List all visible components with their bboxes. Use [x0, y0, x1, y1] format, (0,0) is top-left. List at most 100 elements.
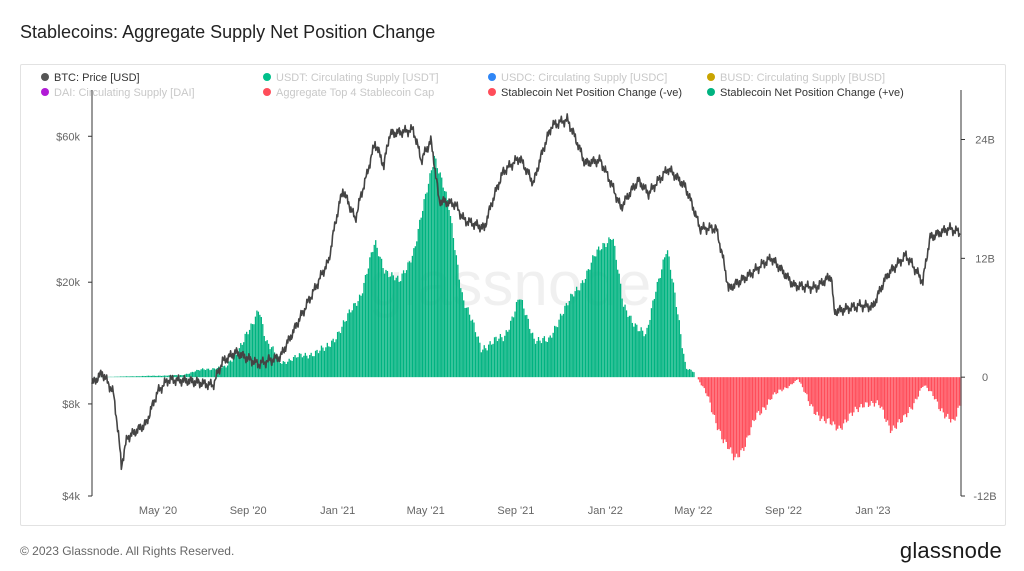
- histogram-bar: [658, 278, 660, 378]
- histogram-bar: [882, 377, 884, 410]
- legend-item[interactable]: USDC: Circulating Supply [USDC]: [488, 72, 667, 84]
- histogram-bar: [457, 264, 459, 378]
- histogram-bar: [618, 273, 620, 378]
- histogram-bar: [818, 377, 820, 416]
- histogram-bar: [913, 377, 915, 404]
- histogram-bar: [888, 377, 890, 426]
- histogram-bar: [753, 377, 755, 422]
- legend-marker: [488, 73, 496, 81]
- histogram-bar: [420, 217, 422, 378]
- histogram-bar: [232, 358, 235, 378]
- legend-label: USDT: Circulating Supply [USDT]: [276, 72, 439, 84]
- histogram-bar: [150, 375, 152, 378]
- histogram-bar: [410, 262, 412, 378]
- histogram-bar: [455, 255, 458, 378]
- histogram-bar: [955, 377, 958, 417]
- histogram-bar: [523, 308, 525, 378]
- legend-item[interactable]: BUSD: Circulating Supply [BUSD]: [707, 72, 885, 84]
- histogram-bar: [730, 377, 732, 448]
- histogram-bar: [938, 377, 940, 410]
- histogram-bar: [925, 377, 927, 386]
- histogram-bar: [317, 353, 320, 378]
- legend-item[interactable]: Stablecoin Net Position Change (-ve): [488, 87, 682, 99]
- histogram-bar: [348, 309, 350, 378]
- histogram-bar: [221, 367, 223, 378]
- histogram-bar: [907, 377, 909, 414]
- histogram-bar: [499, 333, 502, 378]
- histogram-bar: [853, 377, 855, 413]
- histogram-bar: [307, 358, 309, 378]
- histogram-bar: [633, 326, 635, 378]
- histogram-bar: [743, 377, 745, 451]
- histogram-bar: [325, 347, 327, 378]
- legend-item[interactable]: Aggregate Top 4 Stablecoin Cap: [263, 87, 434, 99]
- histogram-bar: [823, 377, 826, 422]
- histogram-bar: [350, 312, 352, 378]
- histogram-bar: [661, 269, 663, 378]
- histogram-bar: [903, 377, 905, 416]
- histogram-bar: [444, 191, 446, 378]
- histogram-bar: [136, 376, 138, 378]
- histogram-bar: [262, 324, 264, 378]
- histogram-bar: [438, 173, 440, 378]
- histogram-bar: [581, 280, 584, 378]
- histogram-bar: [559, 313, 562, 378]
- histogram-bar: [576, 286, 578, 378]
- histogram-bar: [246, 331, 248, 378]
- histogram-bar: [599, 250, 601, 378]
- histogram-bar: [163, 375, 166, 378]
- histogram-bar: [933, 377, 936, 400]
- histogram-bar: [122, 376, 125, 378]
- histogram-bar: [323, 350, 326, 378]
- histogram-bar: [463, 300, 465, 378]
- histogram-bar: [361, 293, 364, 378]
- legend-marker: [263, 88, 271, 96]
- histogram-bar: [549, 335, 551, 378]
- histogram-bar: [297, 357, 299, 378]
- histogram-bar: [482, 349, 484, 378]
- histogram-bar: [712, 377, 714, 415]
- histogram-bar: [115, 376, 117, 378]
- positive-bars: [93, 155, 695, 378]
- histogram-bar: [766, 377, 768, 405]
- histogram-bar: [617, 269, 619, 378]
- histogram-bar: [527, 318, 529, 378]
- histogram-bar: [622, 306, 625, 378]
- histogram-bar: [512, 317, 515, 378]
- histogram-bar: [699, 377, 701, 383]
- histogram-bar: [606, 243, 609, 378]
- right-tick-label: 0: [982, 372, 988, 384]
- histogram-bar: [364, 274, 367, 378]
- histogram-bar: [224, 365, 226, 378]
- histogram-bar: [342, 320, 345, 378]
- histogram-bar: [477, 336, 480, 378]
- histogram-bar: [674, 292, 676, 378]
- histogram-bar: [504, 335, 506, 378]
- legend-item[interactable]: BTC: Price [USD]: [41, 72, 140, 84]
- histogram-bar: [158, 375, 160, 378]
- histogram-bar: [226, 365, 229, 378]
- legend-item[interactable]: DAI: Circulating Supply [DAI]: [41, 87, 195, 99]
- legend-item[interactable]: USDT: Circulating Supply [USDT]: [263, 72, 439, 84]
- histogram-bar: [749, 377, 751, 436]
- legend-item[interactable]: Stablecoin Net Position Change (+ve): [707, 87, 904, 99]
- histogram-bar: [313, 356, 315, 378]
- histogram-bar: [828, 377, 830, 419]
- histogram-bar: [800, 377, 802, 384]
- histogram-bar: [798, 377, 801, 383]
- histogram-bar: [562, 313, 565, 378]
- histogram-bar: [141, 375, 144, 378]
- x-tick-label: Jan '23: [855, 505, 890, 517]
- histogram-bar: [602, 242, 604, 378]
- histogram-bar: [121, 376, 123, 378]
- histogram-bar: [471, 319, 474, 378]
- histogram-bar: [734, 377, 736, 458]
- histogram-bar: [546, 342, 548, 378]
- histogram-bar: [165, 375, 167, 378]
- histogram-bar: [524, 315, 526, 378]
- histogram-bar: [779, 377, 782, 390]
- legend-label: USDC: Circulating Supply [USDC]: [501, 72, 667, 84]
- histogram-bar: [460, 288, 462, 378]
- histogram-bar: [709, 377, 711, 403]
